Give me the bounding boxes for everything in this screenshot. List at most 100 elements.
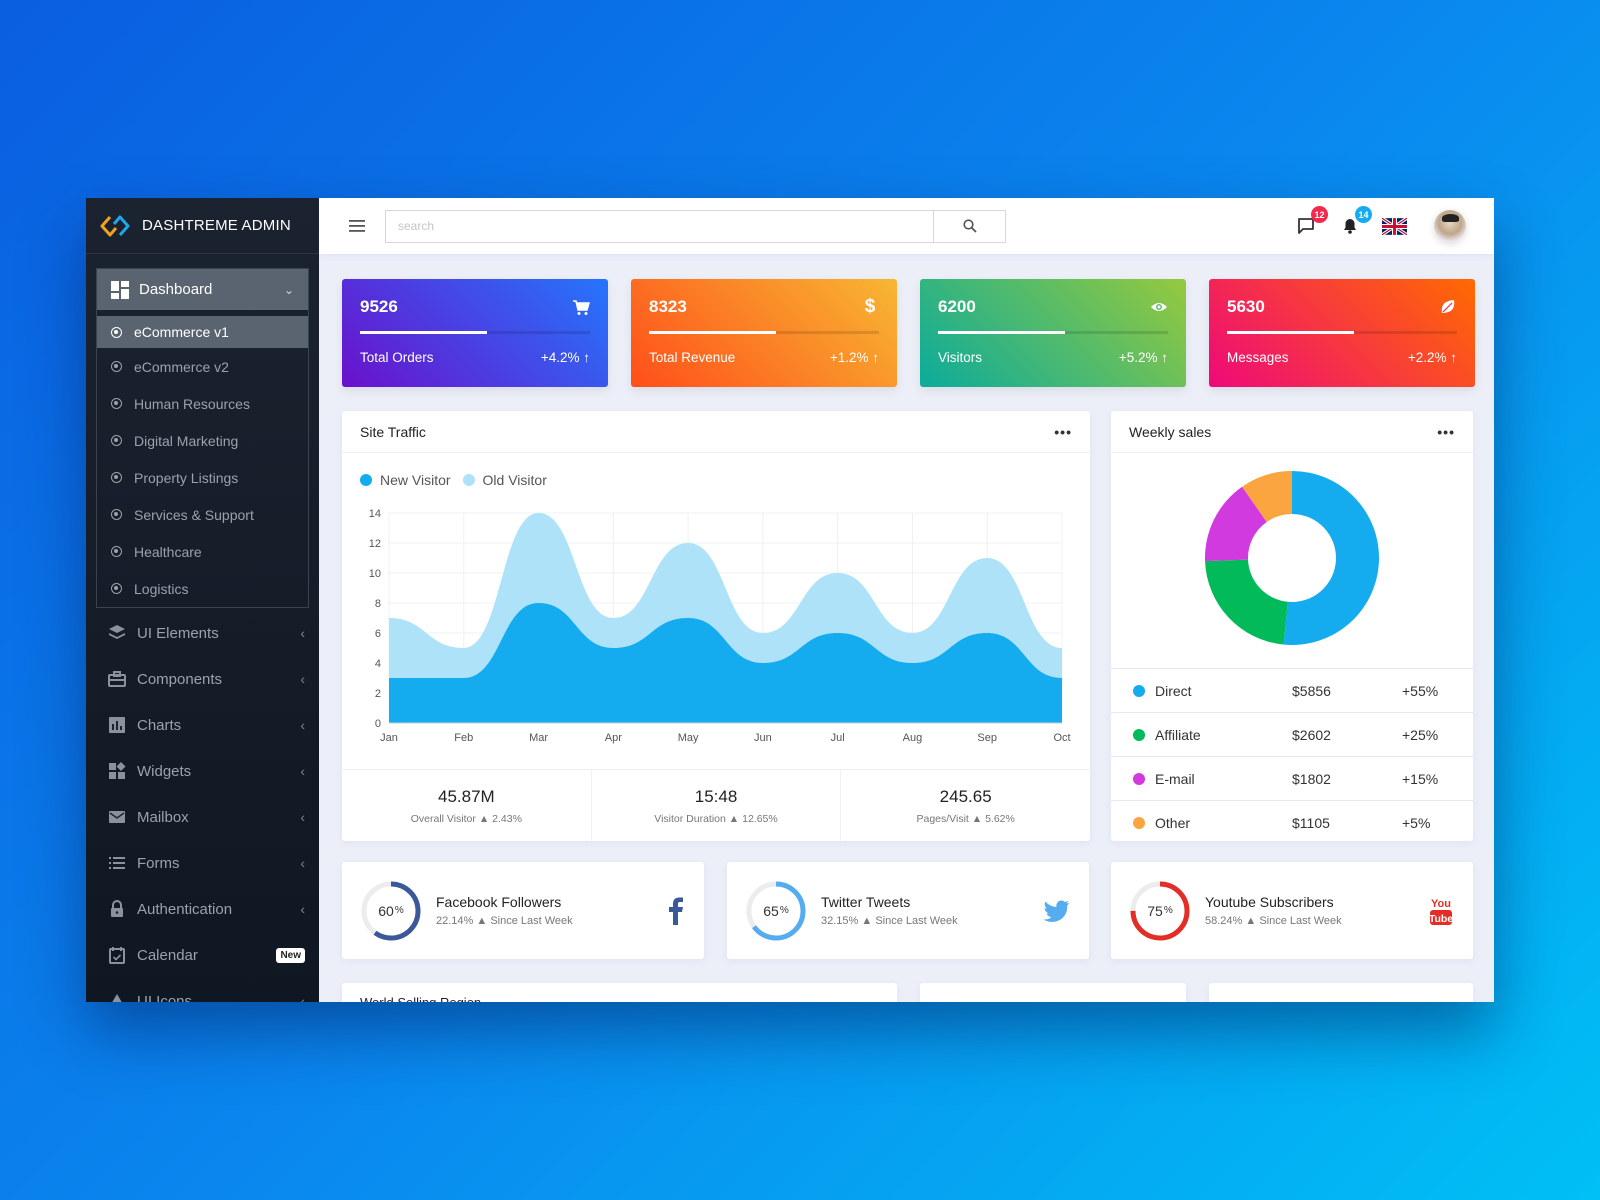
svg-text:Apr: Apr: [605, 732, 622, 744]
arrow-up-icon: ▲: [861, 915, 873, 927]
lock-icon: [111, 900, 123, 917]
sidebar-item-components[interactable]: Components ‹: [86, 656, 319, 702]
arrow-up-icon: ▲: [476, 915, 488, 927]
progress-bar: [649, 331, 879, 334]
arrow-up-icon: ▲: [1245, 915, 1257, 927]
summary-pages-visit: 245.65 Pages/Visit ▲ 5.62%: [916, 786, 1015, 825]
chevron-left-icon: ‹: [300, 809, 305, 825]
legend-new-visitor[interactable]: New Visitor: [360, 472, 451, 488]
search-button[interactable]: [933, 210, 1005, 242]
brand[interactable]: DASHTREME ADMIN: [86, 198, 319, 254]
sidebar-item-ecommerce-v1[interactable]: eCommerce v1: [97, 316, 308, 348]
weekly-sales-card: Weekly sales ••• Direct $5856 +55% Affiliat…: [1111, 411, 1473, 841]
stat-label: Visitors: [938, 350, 983, 365]
search-bar: [385, 209, 1006, 243]
svg-text:Jul: Jul: [831, 732, 845, 744]
svg-text:2: 2: [375, 688, 381, 700]
radio-dot-icon: [111, 435, 122, 446]
donut-slice: [1283, 471, 1379, 645]
sidebar-item-forms[interactable]: Forms ‹: [86, 840, 319, 886]
sidebar-item-property-listings[interactable]: Property Listings: [97, 459, 308, 496]
sidebar-item-widgets[interactable]: Widgets ‹: [86, 748, 319, 794]
bar-chart-icon: [109, 717, 125, 733]
layers-icon: [109, 625, 125, 639]
sidebar-item-mailbox[interactable]: Mailbox ‹: [86, 794, 319, 840]
weekly-sales-table: Direct $5856 +55% Affiliate $2602 +25% E-mai…: [1111, 668, 1473, 844]
bottom-card-2: [920, 983, 1186, 1002]
sidebar-item-human-resources[interactable]: Human Resources: [97, 385, 308, 422]
arrow-up-icon: ↑: [583, 350, 590, 365]
user-avatar[interactable]: [1434, 210, 1466, 242]
uk-flag-icon[interactable]: [1382, 217, 1407, 235]
sub-item-label: Digital Marketing: [134, 432, 239, 449]
search-input[interactable]: [386, 210, 933, 242]
dashboard-label: Dashboard: [139, 281, 213, 298]
stat-card-total-revenue[interactable]: 8323 $ Total Revenue +1.2% ↑: [631, 279, 897, 387]
radio-dot-icon: [111, 509, 122, 520]
dashboard-menu: Dashboard ⌄ eCommerce v1 eCommerce v2 Hu…: [96, 268, 309, 608]
more-options-icon[interactable]: •••: [1437, 423, 1455, 440]
summary-visitor-duration: 15:48 Visitor Duration ▲ 12.65%: [592, 770, 842, 841]
weekly-sales-donut-chart: [1205, 471, 1379, 645]
nav-label: Forms: [137, 854, 180, 872]
card-title: World Selling Region: [360, 995, 481, 1002]
arrow-up-icon: ▲: [478, 812, 490, 825]
stat-change: +2.2% ↑: [1407, 350, 1457, 365]
sidebar-item-digital-marketing[interactable]: Digital Marketing: [97, 422, 308, 459]
bottom-card-3: [1209, 983, 1473, 1002]
progress-ring: 60%: [360, 880, 422, 942]
notifications-button[interactable]: 14: [1340, 206, 1372, 237]
sidebar-item-ui-elements[interactable]: UI Elements ‹: [86, 610, 319, 656]
progress-bar: [1227, 331, 1457, 334]
stat-value: 8323: [649, 297, 687, 316]
chevron-left-icon: ‹: [300, 763, 305, 779]
calendar-icon: [109, 947, 125, 964]
hamburger-menu-icon[interactable]: [349, 220, 365, 232]
sidebar-item-ui-icons[interactable]: UI Icons ‹: [86, 978, 319, 1002]
youtube-icon[interactable]: You Tube: [1429, 896, 1453, 926]
topbar: 12 14: [319, 198, 1494, 254]
sidebar-item-services-support[interactable]: Services & Support: [97, 496, 308, 533]
stat-change: +5.2% ↑: [1118, 350, 1168, 365]
card-title: Facebook Followers: [436, 894, 562, 910]
sidebar-item-dashboard[interactable]: Dashboard ⌄: [97, 269, 308, 310]
facebook-icon[interactable]: [668, 897, 684, 925]
messages-button[interactable]: 12: [1296, 206, 1328, 237]
legend-old-visitor[interactable]: Old Visitor: [462, 472, 547, 488]
nav-label: Mailbox: [137, 808, 189, 826]
more-options-icon[interactable]: •••: [1054, 423, 1072, 440]
twitter-icon[interactable]: [1043, 899, 1069, 922]
world-selling-region-card: World Selling Region: [342, 983, 897, 1002]
search-icon: [962, 219, 977, 233]
stat-label: Total Orders: [360, 350, 434, 365]
radio-dot-icon: [111, 398, 122, 409]
sidebar-item-calendar[interactable]: Calendar New: [86, 932, 319, 978]
leaf-icon: [1441, 300, 1455, 313]
topbar-actions: 12 14: [1280, 206, 1466, 242]
stat-card-total-orders[interactable]: 9526 Total Orders +4.2% ↑: [342, 279, 608, 387]
dashboard-window: DASHTREME ADMIN Dashboard ⌄ eCommerce v1…: [86, 198, 1494, 1002]
stat-change: +1.2% ↑: [829, 350, 879, 365]
radio-dot-icon: [111, 361, 122, 372]
list-icon: [109, 857, 125, 869]
nav-label: Calendar: [137, 946, 198, 964]
sidebar-item-ecommerce-v2[interactable]: eCommerce v2: [97, 348, 308, 385]
sidebar-item-authentication[interactable]: Authentication ‹: [86, 886, 319, 932]
donut-slice: [1205, 486, 1267, 562]
stat-card-messages[interactable]: 5630 Messages +2.2% ↑: [1209, 279, 1475, 387]
sidebar-item-charts[interactable]: Charts ‹: [86, 702, 319, 748]
sidebar-item-healthcare[interactable]: Healthcare: [97, 533, 308, 570]
sidebar-item-logistics[interactable]: Logistics: [97, 570, 308, 607]
svg-text:Mar: Mar: [529, 732, 548, 744]
arrow-up-icon: ▲: [728, 812, 740, 825]
dollar-icon: $: [864, 296, 876, 317]
stat-value: 9526: [360, 297, 398, 316]
cart-icon: [573, 300, 590, 315]
stat-card-visitors[interactable]: 6200 Visitors +5.2% ↑: [920, 279, 1186, 387]
donut-slice: [1205, 559, 1288, 645]
radio-dot-icon: [111, 583, 122, 594]
card-title: Site Traffic: [360, 423, 426, 440]
nav-label: UI Icons: [137, 992, 193, 1003]
twitter-tweets-card: 65% Twitter Tweets 32.15% ▲ Since Last We…: [727, 862, 1089, 959]
briefcase-icon: [108, 671, 126, 687]
